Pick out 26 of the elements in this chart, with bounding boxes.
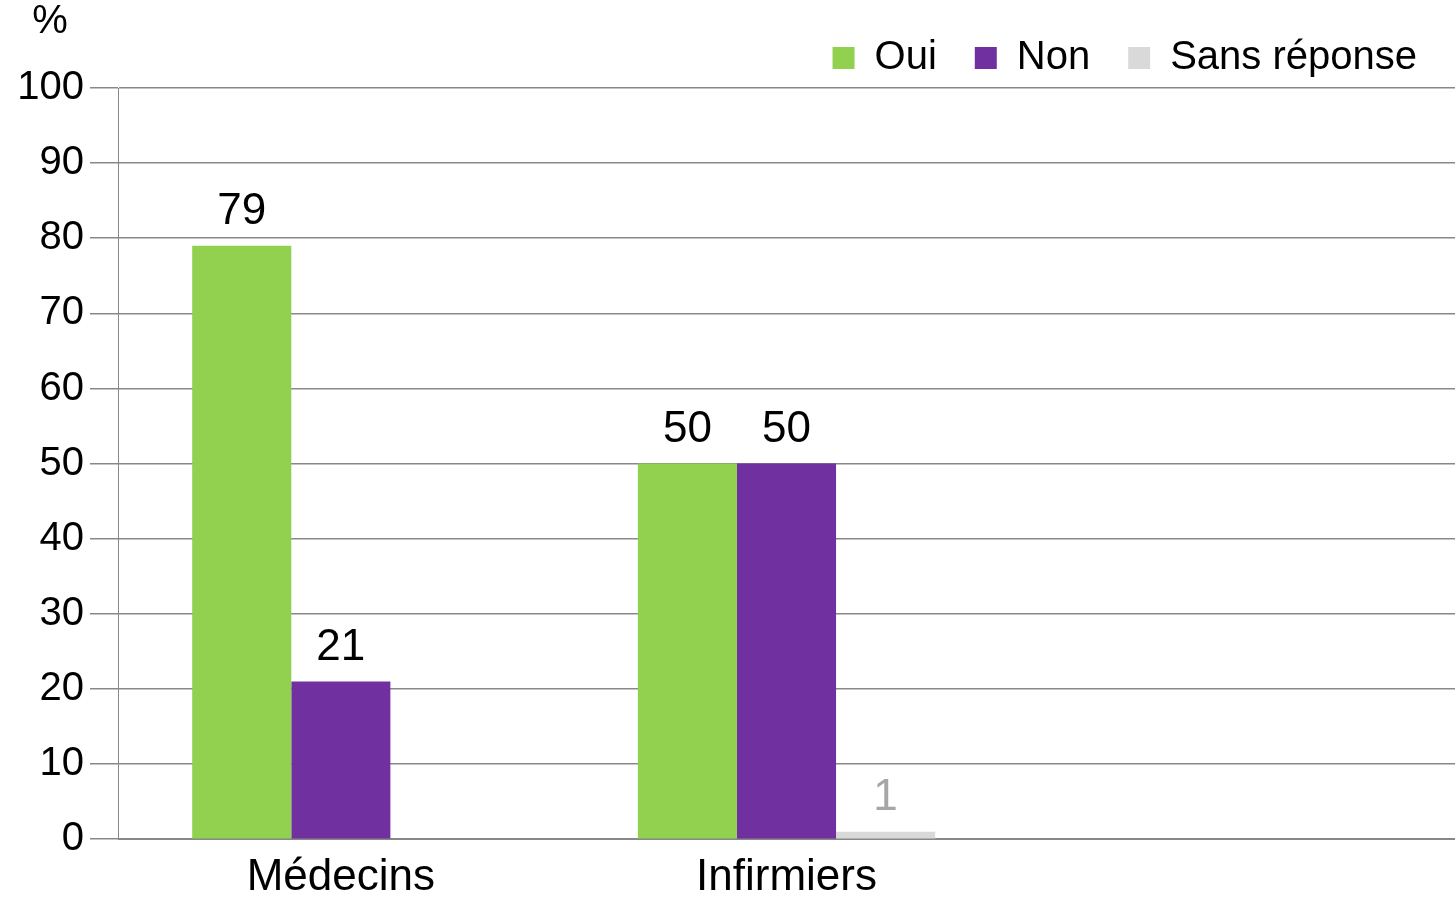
legend-label: Oui [874, 33, 937, 78]
y-tick-label: 10 [39, 739, 84, 784]
bar [637, 463, 737, 839]
y-tick-label: 20 [39, 663, 84, 708]
y-tick-label: 60 [39, 363, 84, 408]
bar [192, 245, 292, 839]
bar [291, 681, 391, 839]
y-tick-label: 100 [17, 63, 84, 108]
x-tick-label: Infirmiers [696, 849, 877, 899]
y-tick-label: 80 [39, 213, 84, 258]
data-label: 79 [217, 183, 267, 233]
legend-label: Sans réponse [1170, 33, 1418, 78]
y-tick-label: 90 [39, 138, 84, 183]
y-tick-label: 0 [61, 814, 84, 859]
bar [736, 463, 837, 839]
data-label: 21 [316, 619, 366, 669]
legend-label: Non [1016, 33, 1091, 78]
data-label: 50 [762, 401, 811, 451]
data-label: 1 [873, 769, 898, 819]
y-tick-label: 30 [39, 588, 84, 633]
data-label: 50 [662, 401, 712, 451]
y-tick-label: 50 [39, 438, 84, 483]
y-tick-label: 40 [39, 513, 84, 558]
y-axis-title: % [32, 0, 68, 42]
y-tick-label: 70 [39, 288, 84, 333]
x-tick-label: Médecins [246, 849, 435, 899]
